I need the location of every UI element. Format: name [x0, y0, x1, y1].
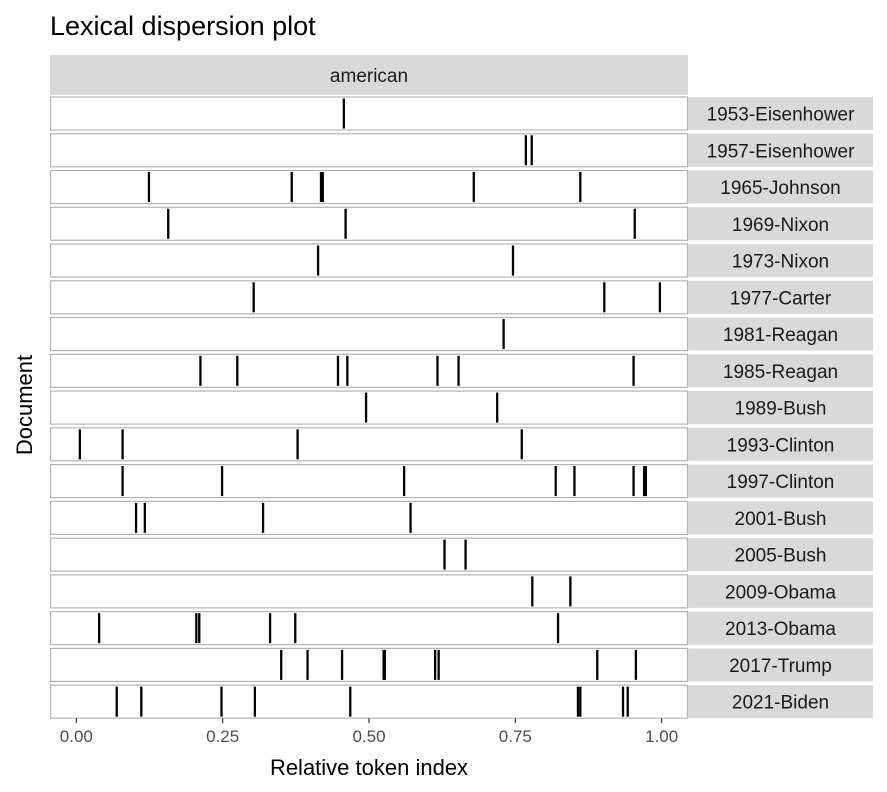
document-label: 1953-Eisenhower — [707, 105, 856, 126]
document-label-strip — [688, 501, 873, 535]
document-row: 1965-Johnson — [49, 169, 873, 205]
document-label-strip — [688, 317, 873, 351]
document-row-panel — [49, 353, 689, 388]
document-label: 1981-Reagan — [723, 325, 838, 346]
document-row-panel — [49, 647, 689, 683]
x-tick-label: 1.00 — [645, 727, 678, 746]
document-row: 1953-Eisenhower — [49, 96, 873, 131]
document-row-panel — [49, 316, 689, 352]
document-label: 2013-Obama — [725, 619, 836, 640]
x-tick-label: 0.75 — [499, 727, 532, 746]
document-label-strip — [688, 611, 873, 645]
document-row-panel — [49, 390, 689, 425]
document-row-panel — [49, 500, 689, 535]
document-label-strip — [688, 170, 873, 204]
document-row-panel — [49, 169, 689, 205]
document-row-panel — [49, 280, 689, 315]
document-row-panel — [49, 574, 689, 609]
document-label-strip — [688, 133, 873, 167]
document-label-strip — [688, 354, 873, 388]
document-label: 1969-Nixon — [732, 215, 829, 236]
document-label-strip — [688, 244, 873, 278]
document-row-panel — [49, 243, 689, 278]
document-label-strip — [688, 685, 873, 719]
document-row-panel — [49, 537, 689, 572]
document-row-panel — [49, 464, 689, 499]
x-tick-label: 0.25 — [206, 727, 239, 746]
document-label: 1977-Carter — [730, 288, 832, 309]
document-label-strip — [688, 574, 873, 608]
document-row: 1981-Reagan — [49, 316, 873, 352]
document-label-strip — [688, 427, 873, 461]
x-tick-label: 0.50 — [352, 727, 385, 746]
document-label: 2009-Obama — [725, 582, 836, 603]
document-label: 1965-Johnson — [720, 178, 840, 199]
document-row-panel — [49, 96, 689, 131]
document-label: 2021-Biden — [732, 693, 829, 714]
document-row: 2009-Obama — [49, 574, 873, 609]
facet-strip-label: american — [330, 66, 408, 87]
document-row: 1993-Clinton — [49, 427, 873, 462]
document-rows: 1953-Eisenhower 1957-Eisenhower 1965-Johns… — [49, 96, 873, 719]
x-axis: 0.00 0.25 0.50 0.75 1.00 — [60, 718, 678, 746]
x-axis-title: Relative token index — [270, 755, 468, 780]
chart-title: Lexical dispersion plot — [50, 11, 316, 41]
document-label-strip — [688, 538, 873, 572]
document-row: 2021-Biden — [49, 684, 873, 719]
document-row: 2005-Bush — [49, 537, 873, 572]
facet-strip — [50, 55, 688, 95]
document-label: 1989-Bush — [735, 399, 827, 420]
document-label: 1985-Reagan — [723, 362, 838, 383]
document-label-strip — [688, 207, 873, 241]
document-row-panel — [49, 684, 689, 719]
document-label: 2017-Trump — [729, 656, 832, 677]
document-row: 1977-Carter — [49, 280, 873, 315]
document-label: 1993-Clinton — [727, 435, 835, 456]
document-row: 2013-Obama — [49, 611, 873, 646]
document-label-strip — [688, 280, 873, 314]
document-label-strip — [688, 464, 873, 498]
document-label: 1973-Nixon — [732, 252, 829, 273]
document-row: 1989-Bush — [49, 390, 873, 425]
document-row: 1985-Reagan — [49, 353, 873, 388]
document-row: 1969-Nixon — [49, 206, 873, 241]
document-label: 1957-Eisenhower — [707, 141, 856, 162]
document-label-strip — [688, 648, 873, 682]
document-row: 1997-Clinton — [49, 464, 873, 499]
document-row-panel — [49, 133, 689, 168]
document-label-strip — [688, 391, 873, 425]
document-row-panel — [49, 206, 689, 241]
document-row: 1973-Nixon — [49, 243, 873, 278]
document-label-strip — [688, 97, 873, 130]
document-label: 2001-Bush — [735, 509, 827, 530]
document-row-panel — [49, 611, 689, 646]
document-row-panel — [49, 427, 689, 462]
x-tick-label: 0.00 — [60, 727, 93, 746]
document-label: 2005-Bush — [735, 546, 827, 567]
y-axis-title: Document — [12, 355, 37, 455]
document-row: 1957-Eisenhower — [49, 133, 873, 168]
document-label: 1997-Clinton — [727, 472, 835, 493]
document-row: 2001-Bush — [49, 500, 873, 535]
document-row: 2017-Trump — [49, 647, 873, 683]
